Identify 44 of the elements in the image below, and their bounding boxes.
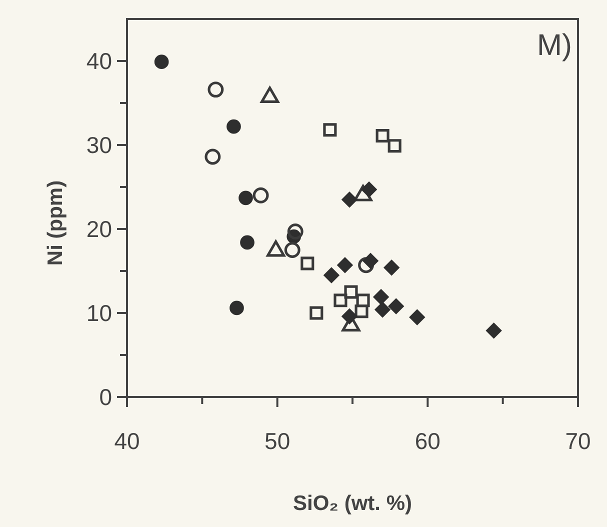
point bbox=[337, 257, 353, 274]
point bbox=[240, 235, 254, 250]
point bbox=[324, 267, 340, 284]
point bbox=[284, 242, 300, 258]
point bbox=[226, 119, 241, 134]
x-tick-label: 60 bbox=[414, 428, 440, 454]
point bbox=[358, 257, 374, 274]
point bbox=[154, 54, 169, 70]
y-tick-label: 40 bbox=[86, 48, 112, 74]
y-tick-label: 20 bbox=[86, 216, 112, 242]
point bbox=[300, 256, 314, 270]
point bbox=[388, 298, 404, 314]
point bbox=[342, 308, 358, 324]
point bbox=[208, 82, 224, 98]
point bbox=[344, 285, 358, 299]
point bbox=[361, 182, 377, 198]
point bbox=[230, 300, 244, 316]
point bbox=[252, 187, 269, 204]
point bbox=[373, 289, 389, 305]
point bbox=[486, 322, 502, 339]
point bbox=[310, 306, 324, 320]
point bbox=[323, 123, 337, 137]
point bbox=[376, 128, 390, 143]
point bbox=[388, 139, 402, 153]
point bbox=[384, 260, 400, 276]
y-tick-label: 30 bbox=[86, 132, 112, 158]
point bbox=[354, 304, 368, 318]
point bbox=[356, 294, 370, 308]
annotation: M) bbox=[537, 29, 572, 62]
point bbox=[287, 224, 304, 240]
x-axis-title: SiO₂ (wt. %) bbox=[293, 492, 412, 515]
point bbox=[409, 309, 426, 326]
y-axis-title: Ni (ppm) bbox=[44, 180, 67, 266]
point bbox=[238, 190, 253, 206]
y-tick-label: 0 bbox=[99, 384, 112, 410]
x-tick-label: 40 bbox=[114, 428, 140, 454]
x-tick-label: 70 bbox=[565, 428, 591, 454]
point bbox=[374, 302, 390, 318]
y-tick-label: 10 bbox=[86, 300, 112, 326]
point bbox=[204, 148, 221, 165]
point bbox=[334, 294, 348, 308]
point bbox=[342, 192, 358, 208]
point bbox=[362, 253, 378, 269]
x-tick-label: 50 bbox=[264, 428, 290, 454]
